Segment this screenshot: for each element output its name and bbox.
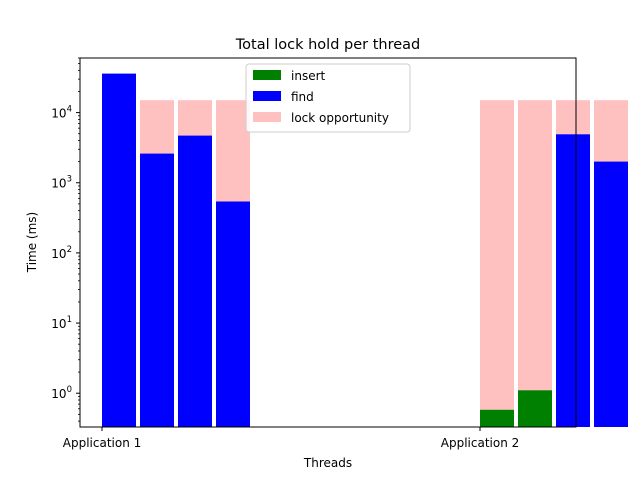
x-tick-label: Application 2 xyxy=(441,436,520,450)
x-tick-label: Application 1 xyxy=(63,436,142,450)
legend-label-find: find xyxy=(291,90,314,104)
chart-title: Total lock hold per thread xyxy=(235,37,420,53)
bar-lock-opportunity-application-2-thread-2 xyxy=(518,100,552,427)
x-ticks: Application 1 Application 2 xyxy=(63,427,520,450)
y-tick-label: 100 xyxy=(51,385,72,401)
bar-find-application-1-thread-3 xyxy=(178,135,212,427)
bar-find-application-1-thread-4 xyxy=(216,201,250,427)
y-ticks: 100 101 102 103 104 xyxy=(51,57,80,422)
legend-swatch-find xyxy=(253,91,281,101)
y-axis-label: Time (ms) xyxy=(25,212,39,274)
x-axis-label: Threads xyxy=(303,456,352,470)
bar-lock-opportunity-application-2-thread-1 xyxy=(480,100,514,427)
legend-label-insert: insert xyxy=(291,69,326,83)
legend-box xyxy=(245,63,411,133)
legend: insert find lock opportunity xyxy=(245,63,411,133)
bar-insert-application-2-thread-1 xyxy=(480,409,514,427)
legend-label-lock-opportunity: lock opportunity xyxy=(291,111,389,125)
bar-insert-application-2-thread-2 xyxy=(518,390,552,427)
bars-layer xyxy=(102,73,628,428)
y-tick-label: 103 xyxy=(51,175,72,191)
legend-swatch-lock-opportunity xyxy=(253,112,281,122)
legend-swatch-insert xyxy=(253,70,281,80)
bar-find-application-1-thread-1 xyxy=(102,73,136,427)
bar-find-application-1-thread-2 xyxy=(140,153,174,427)
plot-frame xyxy=(79,57,577,428)
legend-items: insert find lock opportunity xyxy=(253,69,389,125)
y-tick-label: 101 xyxy=(51,315,72,331)
y-tick-label: 102 xyxy=(51,245,72,261)
bar-find-application-2-thread-4 xyxy=(594,161,628,427)
y-tick-label: 104 xyxy=(51,105,72,121)
bar-find-application-2-thread-3 xyxy=(556,134,590,428)
